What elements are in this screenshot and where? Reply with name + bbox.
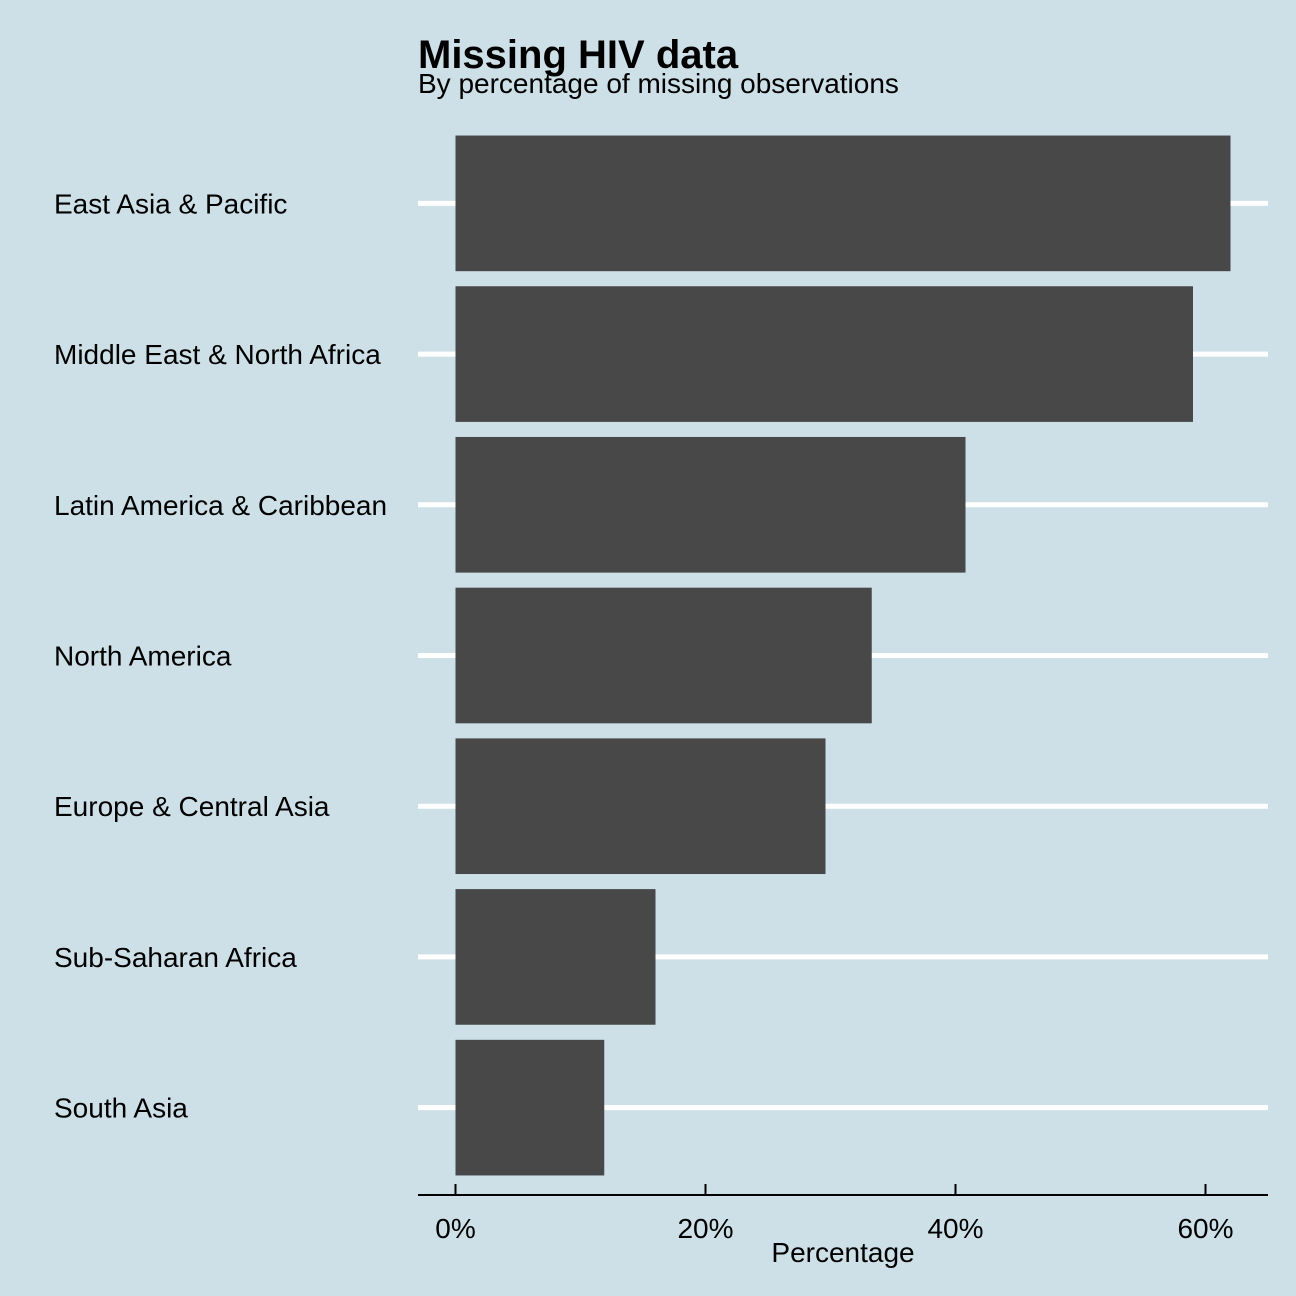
category-label: Sub-Saharan Africa — [54, 942, 297, 973]
chart-title: Missing HIV data — [418, 33, 739, 77]
x-tick-label: 40% — [927, 1213, 983, 1244]
bars — [455, 135, 1231, 1176]
x-axis-title: Percentage — [771, 1237, 914, 1268]
chart-subtitle: By percentage of missing observations — [418, 68, 899, 99]
x-tick-label: 0% — [435, 1213, 475, 1244]
bar — [455, 135, 1231, 272]
bar — [455, 1039, 605, 1176]
x-tick-label: 60% — [1177, 1213, 1233, 1244]
x-axis-ticks: 0% 20% 40% 60% — [435, 1184, 1234, 1244]
category-label: Latin America & Caribbean — [54, 490, 387, 521]
category-label: Middle East & North Africa — [54, 339, 381, 370]
category-labels: East Asia & Pacific Middle East & North A… — [54, 188, 387, 1123]
bar — [455, 286, 1193, 422]
category-label: East Asia & Pacific — [54, 188, 287, 219]
bar — [455, 738, 826, 875]
category-label: Europe & Central Asia — [54, 791, 330, 822]
bar — [455, 436, 966, 573]
category-label: South Asia — [54, 1093, 188, 1124]
bar — [455, 587, 872, 724]
category-label: North America — [54, 641, 232, 672]
x-tick-label: 20% — [677, 1213, 733, 1244]
bar — [455, 889, 656, 1025]
